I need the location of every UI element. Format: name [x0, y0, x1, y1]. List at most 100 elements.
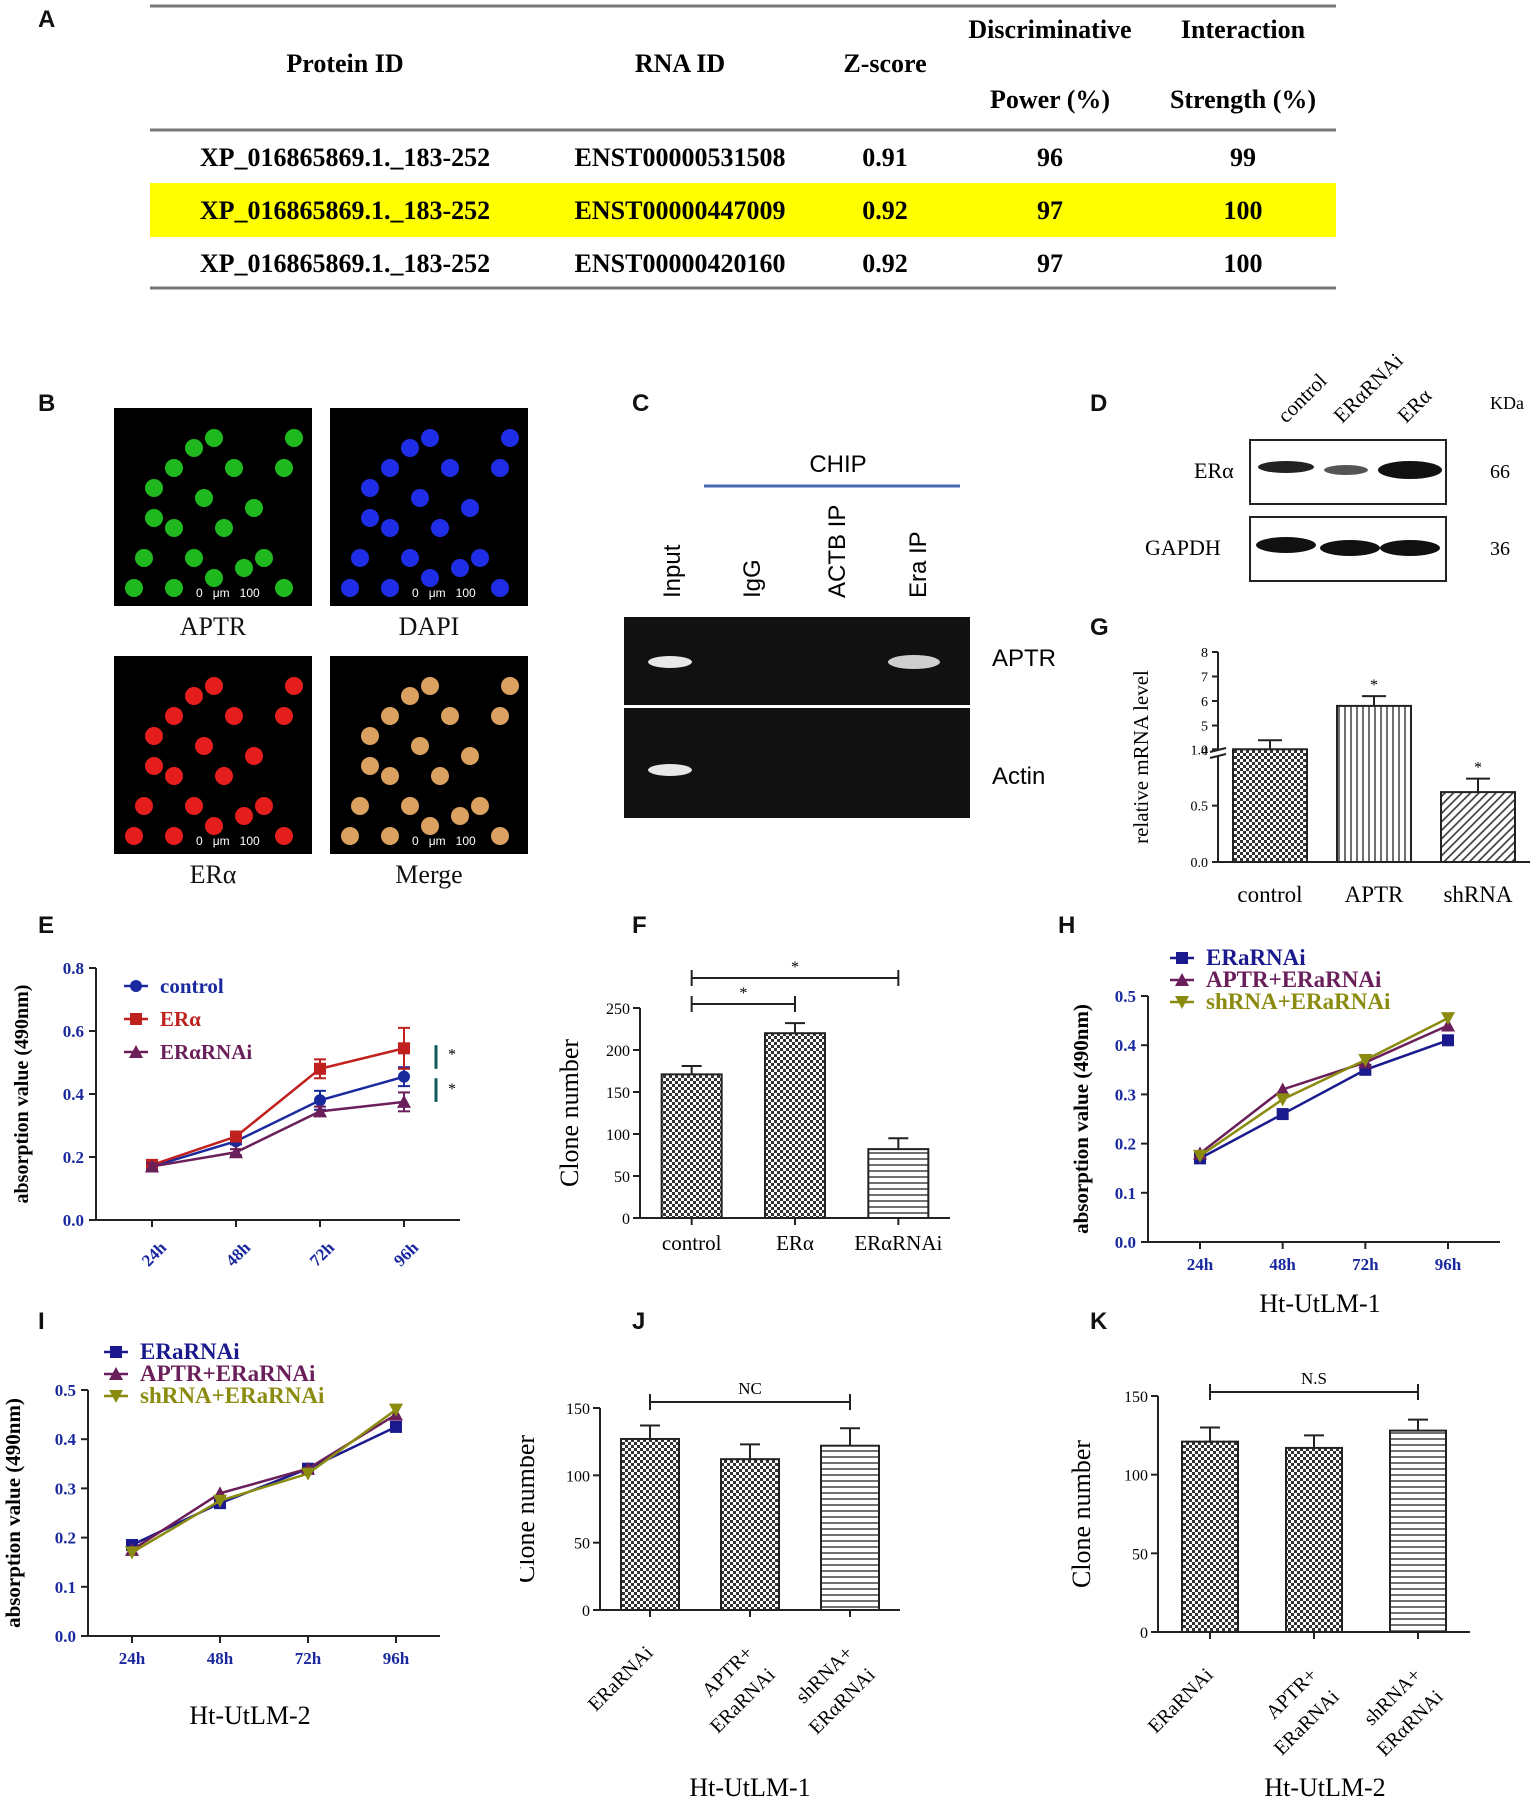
- data-point: [109, 1367, 123, 1380]
- band-era-era: [1378, 461, 1442, 479]
- x-tick-label: 48h: [1269, 1255, 1296, 1274]
- cell-dot: [205, 817, 223, 835]
- header-protein-id: Protein ID: [286, 49, 403, 78]
- lane-actb-ip: ACTB IP: [824, 505, 851, 598]
- data-point: [1175, 973, 1189, 986]
- row-label-aptr: APTR: [992, 645, 1056, 672]
- series-line: [131, 1408, 397, 1554]
- y-tick-label: 250: [606, 1001, 630, 1018]
- lane-erarnai: ERαRNAi: [1329, 348, 1408, 427]
- cell-dot: [501, 429, 519, 447]
- header-interaction: Interaction: [1181, 15, 1306, 44]
- significance-star: *: [448, 1046, 456, 1063]
- cell-dot: [381, 519, 399, 537]
- y-tick-label: 0.4: [55, 1430, 77, 1449]
- y-tick-label: 50: [574, 1536, 590, 1553]
- cell-dot: [381, 459, 399, 477]
- panel-label-b: B: [38, 390, 56, 417]
- cell-dot: [361, 727, 379, 745]
- header-rna-id: RNA ID: [635, 49, 725, 78]
- cell-dot: [135, 797, 153, 815]
- kda-gapdh: 36: [1490, 538, 1510, 560]
- cell-dot: [185, 797, 203, 815]
- x-tick-label: 96h: [390, 1238, 423, 1271]
- x-tick-label: APTR: [1345, 882, 1404, 907]
- x-tick-label: 72h: [295, 1649, 322, 1668]
- svg-text:XP_016865869.1._183-252: XP_016865869.1._183-252: [200, 249, 490, 278]
- data-point: [313, 1104, 327, 1118]
- cell-dot: [451, 807, 469, 825]
- band-era-ip-aptr: [888, 655, 940, 669]
- x-tick-label: 72h: [1352, 1255, 1379, 1274]
- cell-dot: [215, 767, 233, 785]
- panel-label-k: K: [1090, 1308, 1108, 1335]
- merge-image: 0 μm 100: [330, 656, 528, 854]
- series-line: [1199, 1024, 1449, 1155]
- svg-text:0.92: 0.92: [862, 249, 908, 278]
- data-point: [314, 1094, 326, 1107]
- legend-label: APTR+ERaRNAi: [1206, 967, 1382, 992]
- legend-label: ERαRNAi: [160, 1040, 252, 1064]
- cell-dot: [361, 479, 379, 497]
- y-tick-label: 150: [1124, 1389, 1148, 1406]
- data-point: [389, 1403, 403, 1417]
- header-z-score: Z-score: [843, 49, 926, 78]
- svg-text:97: 97: [1037, 249, 1063, 278]
- scale-bar-label: 0 μm 100: [412, 834, 476, 848]
- significance-label: NC: [738, 1379, 762, 1398]
- cell-dot: [185, 549, 203, 567]
- y-axis-label: absorption value (490nm): [1069, 1004, 1093, 1234]
- svg-text:100: 100: [1224, 196, 1263, 225]
- data-point: [390, 1420, 402, 1433]
- cell-dot: [361, 509, 379, 527]
- significance-star: *: [1474, 760, 1482, 777]
- cell-dot: [461, 747, 479, 765]
- svg-text:ENST00000420160: ENST00000420160: [575, 249, 786, 278]
- bar: [764, 1032, 826, 1219]
- legend-label: ERaRNAi: [1206, 945, 1306, 970]
- y-tick-label: 100: [1124, 1468, 1148, 1485]
- data-point: [398, 1070, 410, 1083]
- cell-dot: [441, 459, 459, 477]
- series-line: [151, 1047, 405, 1167]
- chart-e: 0.0 0.2 0.4 0.6 0.8 24h 48h 72h 96h absorption va…: [11, 959, 460, 1271]
- scale-bar-label: 0 μm 100: [196, 834, 260, 848]
- band-input-aptr: [648, 656, 692, 668]
- bar: [620, 1437, 680, 1612]
- y-tick-label: 0.4: [63, 1085, 85, 1104]
- cell-dot: [491, 459, 509, 477]
- bar: [1336, 704, 1412, 864]
- cell-dot: [165, 827, 183, 845]
- svg-text:96: 96: [1037, 143, 1063, 172]
- cell-dot: [165, 707, 183, 725]
- cell-dot: [205, 429, 223, 447]
- lane-era-ip: Era IP: [905, 531, 932, 598]
- header-strength: Strength (%): [1170, 85, 1316, 114]
- cell-dot: [451, 559, 469, 577]
- blot-label-gapdh: GAPDH: [1145, 535, 1221, 560]
- y-tick-label: 4: [1201, 744, 1208, 759]
- significance-star: *: [448, 1081, 456, 1098]
- y-tick-label: 0.2: [1115, 1135, 1136, 1154]
- scale-bar-label: 0 μm 100: [196, 586, 260, 600]
- lane-input: Input: [659, 544, 686, 598]
- table-highlight-row: [150, 183, 1336, 237]
- panel-label-e: E: [38, 912, 55, 939]
- data-point: [397, 1094, 411, 1108]
- y-axis-label: absorption value (490nm): [11, 985, 33, 1204]
- chart-title: Ht-UtLM-2: [1264, 1773, 1385, 1798]
- cell-dot: [145, 479, 163, 497]
- data-point: [301, 1467, 315, 1481]
- western-blot-panel: control ERαRNAi ERα KDa ERα GAPDH 66 36: [1145, 348, 1524, 582]
- cell-dot: [491, 827, 509, 845]
- data-point: [130, 1013, 142, 1025]
- lane-control: control: [1273, 368, 1332, 427]
- cell-dot: [421, 817, 439, 835]
- cell-dot: [401, 687, 419, 705]
- y-tick-label: 0.0: [1115, 1233, 1136, 1252]
- y-tick-label: 0.4: [1115, 1036, 1137, 1055]
- cell-dot: [145, 509, 163, 527]
- x-tick-label: 48h: [207, 1649, 234, 1668]
- table-row: XP_016865869.1._183-252 ENST00000531508 …: [200, 143, 1256, 172]
